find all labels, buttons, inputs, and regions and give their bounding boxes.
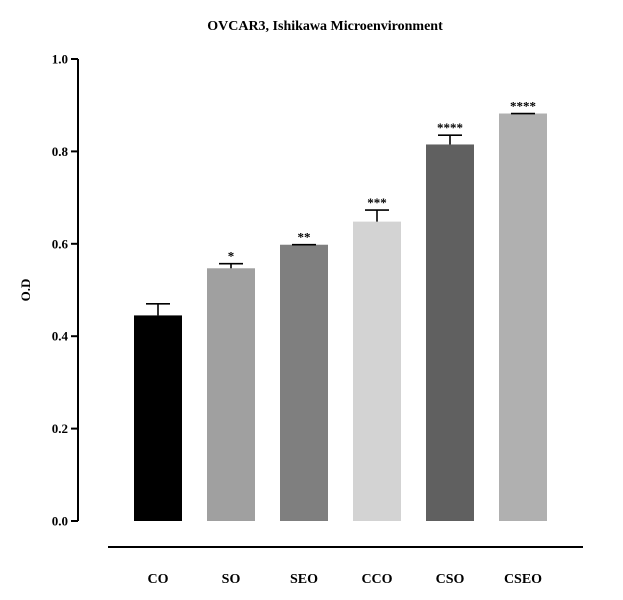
- y-tick-label: 1.0: [52, 52, 68, 67]
- y-tick-label: 0.4: [52, 329, 69, 344]
- y-axis-label: O.D: [18, 279, 33, 302]
- x-tick-label: CO: [148, 572, 169, 587]
- y-tick-label: 0.6: [52, 236, 69, 251]
- bar-seo: [280, 244, 328, 521]
- y-tick-label: 0.2: [52, 421, 68, 436]
- labels: 0.0 0.2 0.4 0.6 0.8 1.0 CO * SO ** SEO *** CCO **** CS…: [52, 52, 542, 588]
- x-tick-label: CCO: [361, 572, 392, 587]
- x-tick-label: CSEO: [504, 572, 542, 587]
- significance-label: ***: [367, 195, 387, 210]
- significance-label: ****: [437, 120, 463, 135]
- x-tick-label: CSO: [436, 572, 465, 587]
- significance-label: ****: [510, 99, 536, 114]
- significance-label: *: [228, 249, 235, 264]
- y-tick-label: 0.8: [52, 144, 69, 159]
- chart-title: OVCAR3, Ishikawa Microenvironment: [207, 19, 443, 34]
- x-tick-label: SEO: [290, 572, 318, 587]
- bar-cco: [353, 221, 401, 521]
- bar-co: [134, 315, 182, 521]
- y-tick-label: 0.0: [52, 514, 68, 529]
- bar-cseo: [499, 113, 547, 522]
- x-tick-label: SO: [222, 572, 241, 587]
- axes: [71, 58, 583, 548]
- bar-cso: [426, 144, 474, 521]
- bar-so: [207, 268, 255, 521]
- bars: [134, 112, 547, 522]
- significance-label: **: [298, 230, 311, 245]
